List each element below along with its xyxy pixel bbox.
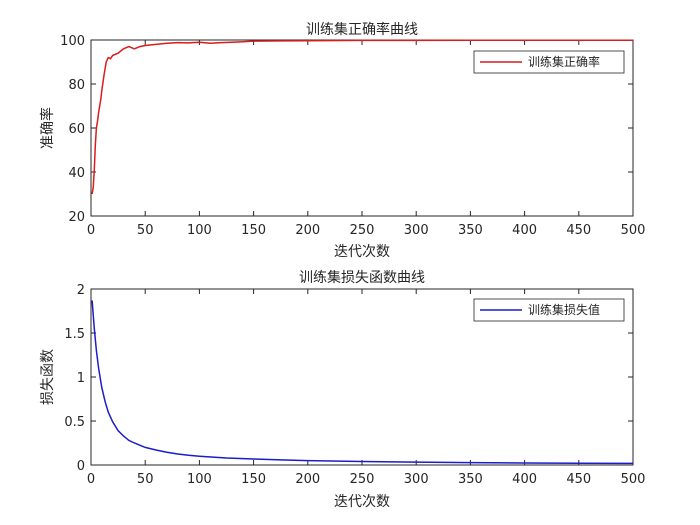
accuracy-x-axis-label: 迭代次数 [334, 244, 390, 260]
loss-x-tick-label: 200 [295, 472, 320, 487]
accuracy-x-tick-label: 450 [566, 223, 591, 238]
loss-legend: 训练集损失值 [473, 298, 625, 322]
loss-chart-title: 训练集损失函数曲线 [299, 269, 425, 286]
accuracy-y-tick-label: 40 [68, 166, 85, 181]
loss-series-line [91, 300, 634, 465]
loss-x-tick-label: 100 [187, 472, 212, 487]
accuracy-legend-label: 训练集正确率 [528, 54, 600, 69]
accuracy-x-tick-label: 300 [404, 223, 429, 238]
loss-y-tick-label: 1 [77, 371, 85, 386]
loss-y-tick-label: 0 [77, 459, 85, 474]
loss-x-tick-label: 150 [241, 472, 266, 487]
loss-y-tick-label: 0.5 [64, 415, 85, 430]
accuracy-x-tick-label: 500 [621, 223, 646, 238]
accuracy-subplot: 训练集正确率曲线 0 50 100 150 200 250 300 350 400 450 500 … [39, 21, 645, 260]
loss-legend-box [473, 298, 625, 322]
accuracy-x-tick-label: 150 [241, 223, 266, 238]
loss-x-tick-label: 250 [350, 472, 375, 487]
accuracy-x-tick-label: 200 [295, 223, 320, 238]
loss-x-tick-label: 450 [566, 472, 591, 487]
accuracy-x-tick-label: 0 [87, 223, 95, 238]
accuracy-x-tick-label: 250 [350, 223, 375, 238]
accuracy-legend-box [473, 50, 625, 74]
loss-x-tick-label: 300 [404, 472, 429, 487]
loss-y-tick-label: 2 [77, 283, 85, 298]
accuracy-y-tick-label: 100 [60, 34, 85, 49]
accuracy-x-ticks: 0 50 100 150 200 250 300 350 400 450 500 [87, 40, 646, 238]
accuracy-x-tick-label: 50 [137, 223, 154, 238]
loss-legend-label: 训练集损失值 [528, 302, 600, 317]
accuracy-x-tick-label: 350 [458, 223, 483, 238]
accuracy-y-axis-label: 准确率 [39, 107, 56, 149]
loss-x-ticks: 0 50 100 150 200 250 300 350 400 450 500 [87, 289, 646, 487]
loss-x-tick-label: 50 [137, 472, 154, 487]
accuracy-chart-title: 训练集正确率曲线 [306, 21, 418, 38]
loss-x-axis-label: 迭代次数 [334, 494, 390, 510]
accuracy-y-ticks: 20 40 60 80 100 [60, 34, 633, 225]
loss-x-tick-label: 0 [87, 472, 95, 487]
loss-subplot: 训练集损失函数曲线 0 50 100 150 200 250 300 350 400 450 500… [40, 269, 645, 510]
accuracy-y-tick-label: 60 [68, 122, 85, 137]
loss-x-tick-label: 350 [458, 472, 483, 487]
loss-x-tick-label: 500 [621, 472, 646, 487]
loss-y-tick-label: 1.5 [64, 327, 85, 342]
accuracy-x-tick-label: 100 [187, 223, 212, 238]
loss-y-axis-label: 损失函数 [40, 349, 56, 405]
accuracy-y-tick-label: 80 [68, 78, 85, 93]
accuracy-y-tick-label: 20 [68, 210, 85, 225]
loss-x-tick-label: 400 [512, 472, 537, 487]
accuracy-legend: 训练集正确率 [473, 50, 625, 74]
accuracy-x-tick-label: 400 [512, 223, 537, 238]
accuracy-series-line [91, 39, 633, 195]
